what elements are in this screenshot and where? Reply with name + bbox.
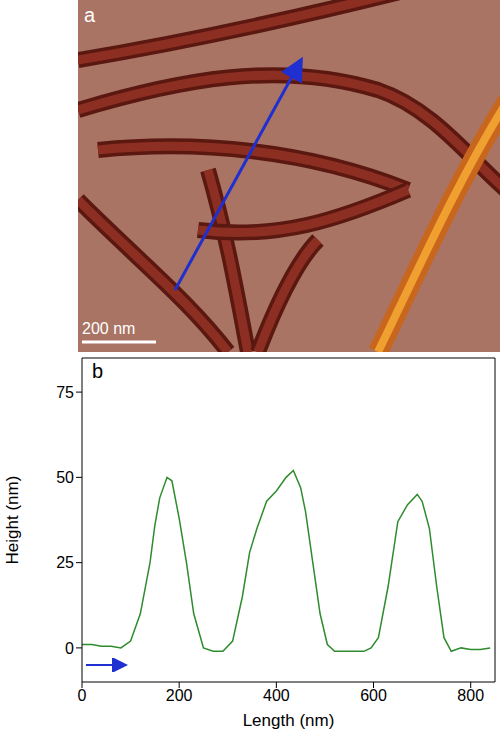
svg-text:Length (nm): Length (nm) <box>243 711 335 730</box>
svg-text:25: 25 <box>56 554 74 571</box>
svg-text:200: 200 <box>166 687 193 704</box>
svg-text:800: 800 <box>457 687 484 704</box>
svg-text:0: 0 <box>78 687 87 704</box>
svg-text:0: 0 <box>65 640 74 657</box>
svg-text:400: 400 <box>263 687 290 704</box>
svg-text:600: 600 <box>360 687 387 704</box>
svg-text:Height (nm): Height (nm) <box>3 476 22 565</box>
svg-text:75: 75 <box>56 384 74 401</box>
html-text:b: b <box>92 360 104 382</box>
svg-text:200 nm: 200 nm <box>82 320 135 337</box>
svg-text:50: 50 <box>56 469 74 486</box>
svg-text:a: a <box>84 4 96 26</box>
